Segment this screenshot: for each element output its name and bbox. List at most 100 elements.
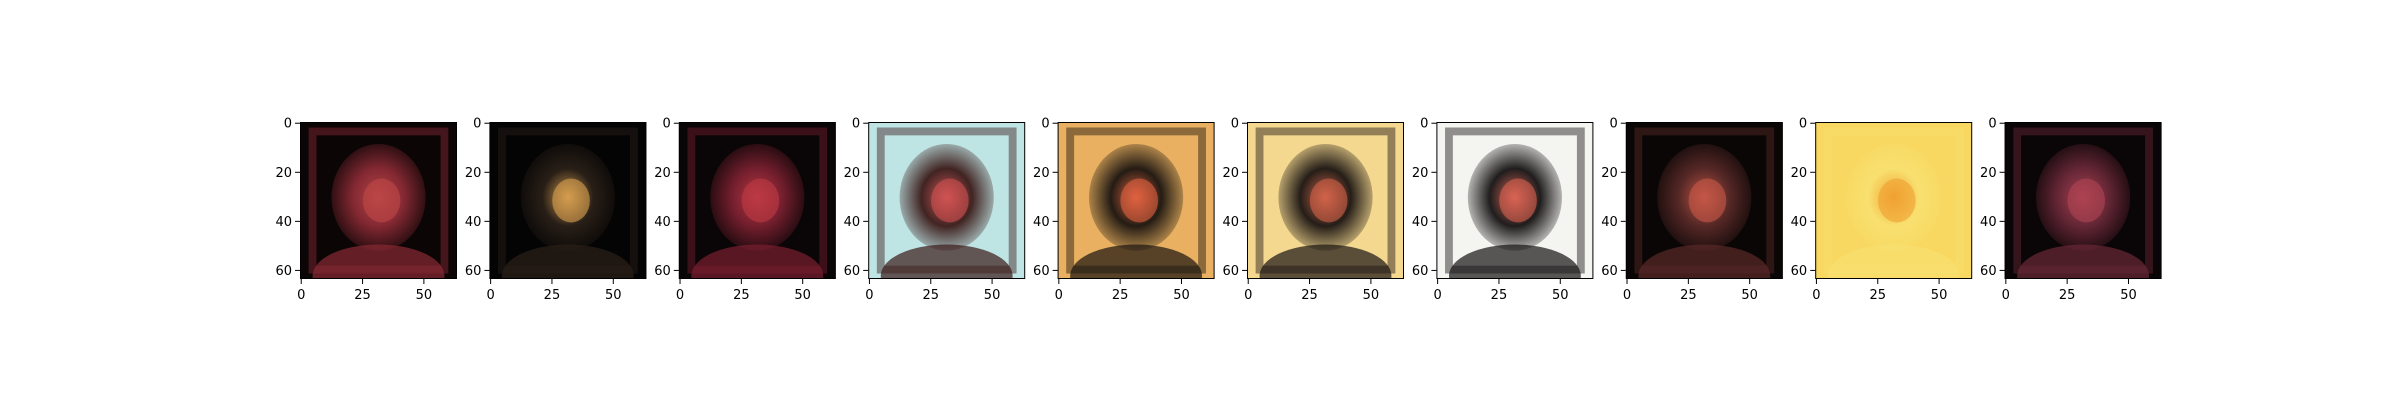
x-tick-label: 50	[1931, 288, 1948, 303]
y-tick-label: 0	[663, 117, 671, 132]
generated-image	[1247, 122, 1404, 279]
y-tick-label: 60	[1791, 264, 1808, 279]
y-tick-label: 0	[1041, 117, 1049, 132]
y-tick-label: 40	[844, 215, 861, 230]
y-tick-label: 20	[1412, 166, 1429, 181]
x-tick-label: 25	[354, 288, 371, 303]
y-tick-label: 60	[465, 264, 482, 279]
y-tick-label: 40	[275, 215, 292, 230]
y-tick-label: 20	[1791, 166, 1808, 181]
generated-image	[1436, 122, 1594, 279]
x-tick-label: 25	[1112, 288, 1129, 303]
x-tick-label: 50	[1741, 288, 1758, 303]
x-tick-label: 0	[486, 288, 494, 303]
y-tick-label: 0	[852, 117, 860, 132]
axes-frame	[868, 122, 1026, 279]
image-panel-6: 0 25 50 0 20 40 60	[1222, 117, 1404, 303]
image-panel-8: 0 25 50 0 20 40 60	[1601, 117, 1783, 303]
y-tick-label: 40	[1980, 215, 1997, 230]
generated-image	[868, 122, 1026, 279]
x-tick-label: 25	[1869, 288, 1886, 303]
x-tick-label: 50	[1173, 288, 1190, 303]
generated-image	[678, 122, 836, 279]
y-tick-label: 0	[473, 117, 481, 132]
y-tick-label: 60	[1222, 264, 1239, 279]
x-tick-label: 0	[1812, 288, 1820, 303]
x-tick-label: 25	[1680, 288, 1697, 303]
x-tick-label: 25	[544, 288, 561, 303]
image-panel-1: 0 25 50 0 20 40 60	[275, 117, 457, 303]
x-tick-label: 50	[2120, 288, 2137, 303]
x-tick-label: 0	[1623, 288, 1631, 303]
y-tick-label: 40	[465, 215, 482, 230]
x-tick-label: 25	[1301, 288, 1318, 303]
x-tick-label: 0	[2002, 288, 2010, 303]
image-panel-4: 0 25 50 0 20 40 60	[844, 117, 1026, 303]
x-tick-label: 0	[865, 288, 873, 303]
y-tick-label: 0	[1420, 117, 1428, 132]
x-tick-label: 50	[416, 288, 433, 303]
axes-frame	[1815, 122, 1973, 279]
image-panel-5: 0 25 50 0 20 40 60	[1033, 117, 1215, 303]
image-panel-9: 0 25 50 0 20 40 60	[1791, 117, 1973, 303]
image-panel-10: 0 25 50 0 20 40 60	[1980, 117, 2162, 303]
generated-image	[300, 122, 457, 279]
y-tick-label: 40	[1222, 215, 1239, 230]
y-tick-label: 60	[275, 264, 292, 279]
x-tick-label: 25	[922, 288, 939, 303]
x-tick-label: 50	[605, 288, 622, 303]
y-tick-label: 20	[275, 166, 292, 181]
y-tick-label: 60	[1033, 264, 1050, 279]
x-tick-label: 50	[1363, 288, 1380, 303]
y-tick-label: 0	[1799, 117, 1807, 132]
y-tick-label: 20	[1222, 166, 1239, 181]
axes-frame	[1057, 122, 1215, 279]
axes-frame	[300, 122, 457, 279]
x-tick-label: 50	[984, 288, 1001, 303]
panels-group: 0 25 50 0 20 40 60 0 25 50 0 20 40 60 0 25 50 0 20 40 60 0 25 5…	[275, 117, 2162, 303]
x-tick-label: 0	[1055, 288, 1063, 303]
image-panel-3: 0 25 50 0 20 40 60	[654, 117, 836, 303]
generated-image	[2004, 122, 2162, 279]
axes-frame	[678, 122, 836, 279]
generated-image	[1057, 122, 1215, 279]
image-panel-7: 0 25 50 0 20 40 60	[1412, 117, 1594, 303]
x-tick-label: 25	[2059, 288, 2076, 303]
y-tick-label: 20	[654, 166, 671, 181]
y-tick-label: 20	[465, 166, 482, 181]
y-tick-label: 0	[1610, 117, 1618, 132]
x-tick-label: 0	[1244, 288, 1252, 303]
y-tick-label: 40	[1791, 215, 1808, 230]
y-tick-label: 60	[1412, 264, 1429, 279]
y-tick-label: 0	[1988, 117, 1996, 132]
y-tick-label: 40	[654, 215, 671, 230]
y-tick-label: 0	[1231, 117, 1239, 132]
y-tick-label: 20	[1980, 166, 1997, 181]
y-tick-label: 0	[284, 117, 292, 132]
axes-frame	[1625, 122, 1783, 279]
y-tick-label: 60	[844, 264, 861, 279]
axes-frame	[1436, 122, 1594, 279]
y-tick-label: 40	[1033, 215, 1050, 230]
axes-frame	[2004, 122, 2162, 279]
x-tick-label: 0	[297, 288, 305, 303]
image-panel-2: 0 25 50 0 20 40 60	[465, 117, 647, 303]
x-tick-label: 25	[733, 288, 750, 303]
axes-frame	[1247, 122, 1404, 279]
y-tick-label: 40	[1412, 215, 1429, 230]
generated-image	[1625, 122, 1783, 279]
generated-image	[489, 122, 647, 279]
x-tick-label: 50	[794, 288, 811, 303]
y-tick-label: 20	[1033, 166, 1050, 181]
axes-frame	[489, 122, 647, 279]
y-tick-label: 40	[1601, 215, 1618, 230]
y-tick-label: 60	[654, 264, 671, 279]
generated-image	[1815, 122, 1973, 279]
x-tick-label: 0	[1433, 288, 1441, 303]
y-tick-label: 60	[1601, 264, 1618, 279]
y-tick-label: 60	[1980, 264, 1997, 279]
x-tick-label: 25	[1491, 288, 1508, 303]
x-tick-label: 0	[676, 288, 684, 303]
y-tick-label: 20	[1601, 166, 1618, 181]
